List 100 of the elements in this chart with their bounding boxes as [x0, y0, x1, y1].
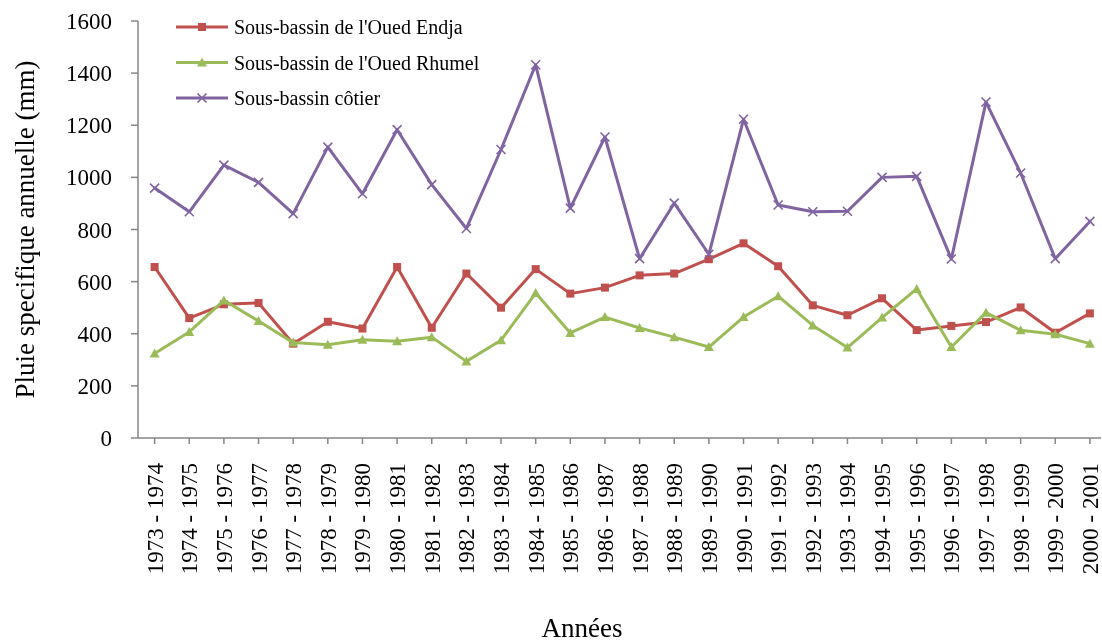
x-tick-label: 1989 - 1990	[696, 463, 722, 575]
point	[496, 335, 507, 345]
legend-label: Sous-bassin de l'Oued Rhumel	[234, 51, 480, 74]
point	[322, 339, 333, 349]
point	[323, 317, 332, 326]
x-tick-label: 1997 - 1998	[973, 463, 999, 575]
point	[497, 303, 506, 312]
y-tick-label: 1200	[66, 113, 112, 139]
point	[565, 202, 576, 214]
x-tick-label: 1994 - 1995	[870, 463, 896, 575]
point	[253, 177, 264, 188]
point	[842, 342, 853, 352]
point	[218, 159, 230, 171]
x-tick-label: 1986 - 1987	[592, 463, 618, 575]
point	[634, 323, 645, 333]
point	[461, 223, 472, 234]
point	[565, 327, 576, 337]
point	[912, 326, 921, 335]
point	[183, 206, 195, 218]
point	[358, 324, 367, 333]
point	[530, 288, 541, 298]
x-tick-label: 1983 - 1984	[489, 462, 515, 575]
point	[911, 171, 923, 182]
point	[149, 182, 160, 194]
point	[426, 179, 438, 190]
legend-label: Sous-bassin de l'Oued Endja	[234, 16, 463, 39]
x-axis-title: Années	[541, 613, 623, 641]
point	[149, 348, 160, 358]
point	[808, 301, 817, 310]
point	[427, 323, 436, 332]
point	[843, 311, 852, 320]
point	[980, 96, 992, 108]
point	[634, 253, 645, 264]
point	[807, 320, 818, 330]
y-tick-label: 200	[77, 373, 112, 399]
point	[946, 253, 957, 265]
y-tick-label: 1600	[66, 9, 112, 35]
point	[150, 263, 159, 272]
x-tick-label: 1988 - 1989	[662, 463, 688, 575]
point	[566, 289, 575, 298]
point	[1015, 167, 1026, 179]
point	[495, 144, 507, 155]
x-tick-label: 1984 - 1985	[523, 463, 549, 575]
y-tick-label: 1000	[66, 165, 112, 191]
x-tick-label: 1990 - 1991	[731, 463, 757, 575]
point	[426, 332, 437, 342]
point	[357, 188, 368, 200]
point	[669, 332, 680, 342]
point	[1015, 325, 1026, 335]
x-tick-label: 1976 - 1977	[246, 463, 272, 575]
point	[1084, 338, 1095, 348]
x-tick-label: 1995 - 1996	[904, 463, 930, 575]
point	[738, 113, 749, 125]
point	[287, 208, 299, 219]
point	[1049, 253, 1061, 264]
point	[392, 336, 403, 346]
point	[807, 206, 819, 218]
y-tick-label: 0	[100, 426, 112, 452]
x-tick-label: 1977 - 1978	[281, 463, 307, 575]
point	[703, 342, 714, 352]
point	[738, 312, 749, 322]
point	[322, 141, 334, 153]
x-tick-label: 1973 - 1974	[142, 462, 168, 575]
x-tick-label: 1981 - 1982	[419, 463, 445, 575]
point	[393, 263, 402, 272]
point	[670, 269, 679, 278]
x-tick-label: 1979 - 1980	[350, 463, 376, 575]
point	[185, 314, 194, 323]
point	[357, 334, 368, 344]
point	[1084, 216, 1096, 227]
point	[462, 269, 471, 278]
point	[772, 199, 784, 211]
x-tick-label: 1998 - 1999	[1008, 463, 1034, 575]
point	[254, 299, 263, 307]
x-tick-label: 1975 - 1976	[211, 463, 237, 575]
x-tick-label: 1978 - 1979	[315, 463, 341, 575]
point	[1085, 309, 1094, 318]
point	[703, 248, 715, 260]
point	[878, 294, 887, 303]
point	[599, 312, 610, 322]
point	[530, 59, 541, 71]
y-tick-label: 600	[77, 269, 112, 295]
point	[981, 318, 990, 327]
point	[876, 172, 888, 183]
point	[635, 271, 644, 280]
point	[842, 205, 853, 217]
y-tick-label: 1400	[66, 61, 112, 87]
point	[184, 326, 195, 336]
x-tick-label: 1987 - 1988	[627, 463, 653, 575]
point	[668, 197, 680, 209]
point	[739, 239, 748, 248]
y-tick-label: 400	[77, 321, 112, 347]
point	[461, 356, 472, 366]
x-tick-label: 1992 - 1993	[800, 463, 826, 575]
x-tick-label: 2000 - 2001	[1077, 463, 1102, 575]
point	[1016, 303, 1025, 312]
x-tick-label: 1991 - 1992	[766, 463, 792, 575]
x-tick-label: 1999 - 2000	[1043, 463, 1069, 575]
point	[531, 265, 540, 274]
point	[946, 342, 957, 352]
